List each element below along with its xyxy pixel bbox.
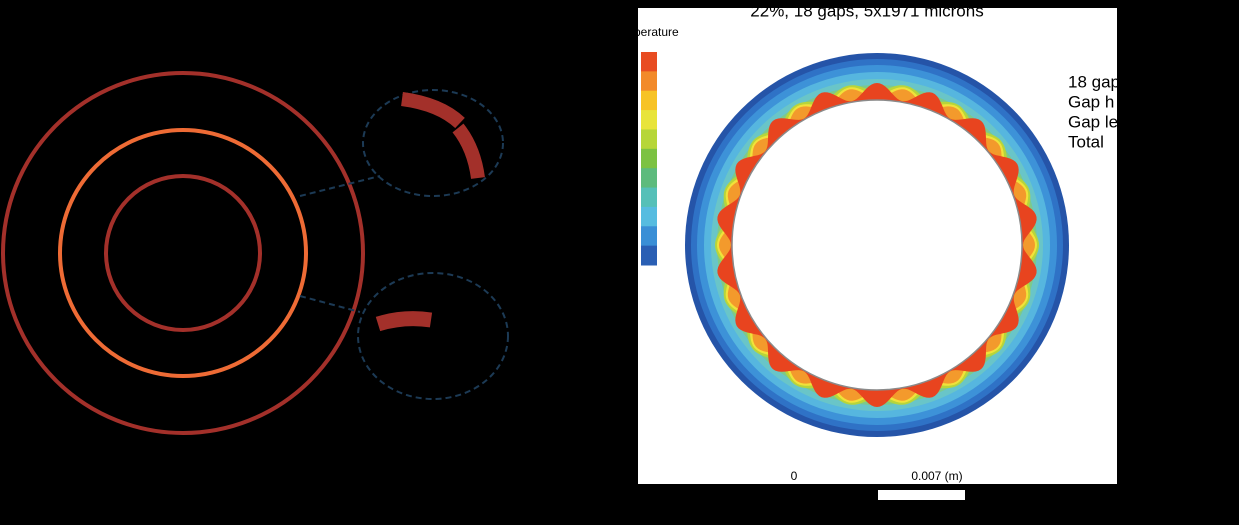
colorbar-step xyxy=(641,110,657,130)
scale-bar xyxy=(878,490,965,500)
temperature-ring xyxy=(685,53,1069,437)
colorbar-step xyxy=(641,71,657,92)
bore xyxy=(731,99,1023,391)
colorbar-step xyxy=(641,206,657,227)
colorbar-step xyxy=(641,187,657,208)
segment xyxy=(400,92,465,129)
note: Gap h xyxy=(1068,92,1114,111)
callout-line xyxy=(299,295,361,313)
colorbar-step xyxy=(641,168,657,189)
colorbar-label: perature xyxy=(634,25,679,39)
colorbar xyxy=(641,52,657,266)
scale-end: 0.007 (m) xyxy=(911,469,962,483)
segment xyxy=(375,311,433,332)
colorbar-step xyxy=(641,148,657,169)
note: Total xyxy=(1068,132,1104,151)
inner-ring xyxy=(104,174,262,332)
ring-diagram xyxy=(1,71,509,435)
colorbar-step xyxy=(641,226,657,247)
note: 18 gap xyxy=(1068,72,1120,91)
middle-ring xyxy=(58,128,308,378)
panel-title: 22%, 18 gaps, 5x1971 microns xyxy=(750,1,983,20)
callout xyxy=(362,89,504,197)
colorbar-step xyxy=(641,52,657,72)
scale-start: 0 xyxy=(791,469,798,483)
colorbar-step xyxy=(641,245,657,266)
colorbar-step xyxy=(641,129,657,150)
segment xyxy=(452,123,485,180)
callout xyxy=(357,272,509,400)
note: Gap le xyxy=(1068,112,1118,131)
simulation-panel: 22%, 18 gaps, 5x1971 microns perature 18… xyxy=(634,1,1120,484)
colorbar-step xyxy=(641,90,657,111)
outer-ring xyxy=(1,71,365,435)
callout-line xyxy=(299,175,381,197)
